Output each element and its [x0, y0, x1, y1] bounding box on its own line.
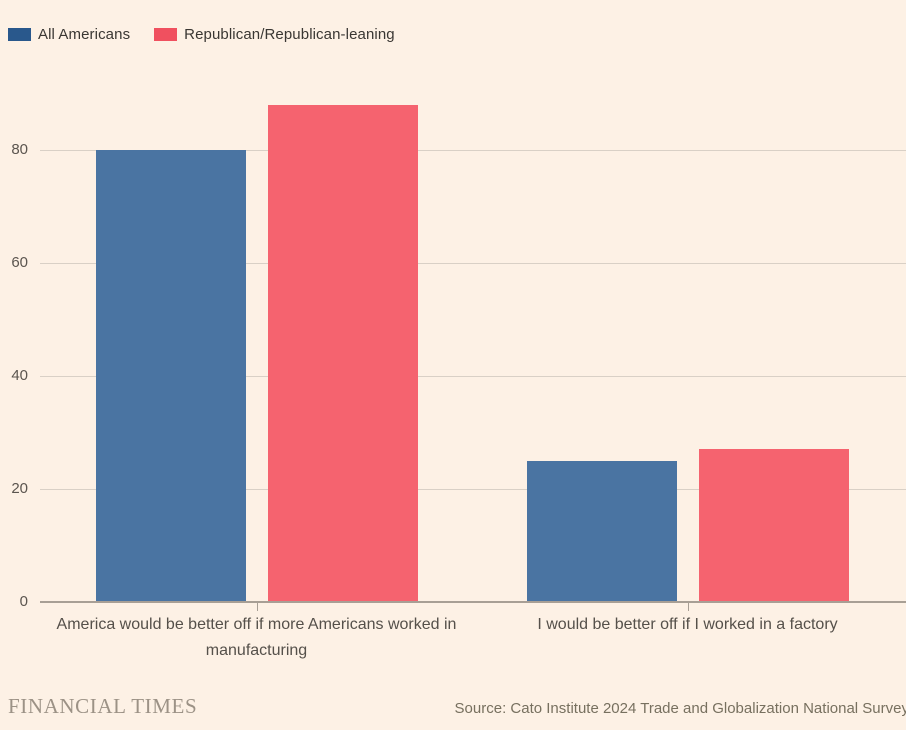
financial-times-logo: FINANCIAL TIMES [8, 694, 198, 718]
bar-series1-cat0 [267, 104, 418, 602]
gridline-80 [40, 150, 906, 151]
legend-item-0: All Americans [8, 26, 130, 43]
gridline-40 [40, 376, 906, 377]
legend-label: All Americans [38, 26, 131, 43]
source-note: Source: Cato Institute 2024 Trade and Gl… [454, 700, 906, 717]
x-axis-tick [256, 603, 258, 611]
y-axis-tick-label: 60 [11, 254, 28, 271]
chart-legend: All Americans Republican/Republican-leani… [8, 26, 395, 43]
x-axis-tick [687, 603, 689, 611]
y-axis-tick-label: 80 [11, 141, 28, 158]
legend-swatch-icon [8, 28, 31, 41]
gridline-20 [40, 489, 906, 490]
legend-item-1: Republican/Republican-leaning [154, 26, 395, 43]
bar-series1-cat1 [698, 449, 849, 602]
bar-series0-cat1 [526, 460, 677, 602]
gridline-60 [40, 263, 906, 264]
y-axis-tick-label: 0 [19, 593, 28, 610]
category-label: I would be better off if I worked in a f… [537, 616, 838, 633]
x-axis-line [40, 601, 906, 603]
legend-label: Republican/Republican-leaning [184, 26, 395, 43]
bar-series0-cat0 [95, 150, 246, 602]
y-axis-tick-label: 20 [11, 480, 28, 497]
legend-swatch-icon [154, 28, 178, 41]
category-label: America would be better off if more Amer… [56, 616, 457, 659]
y-axis-tick-label: 40 [11, 367, 28, 384]
